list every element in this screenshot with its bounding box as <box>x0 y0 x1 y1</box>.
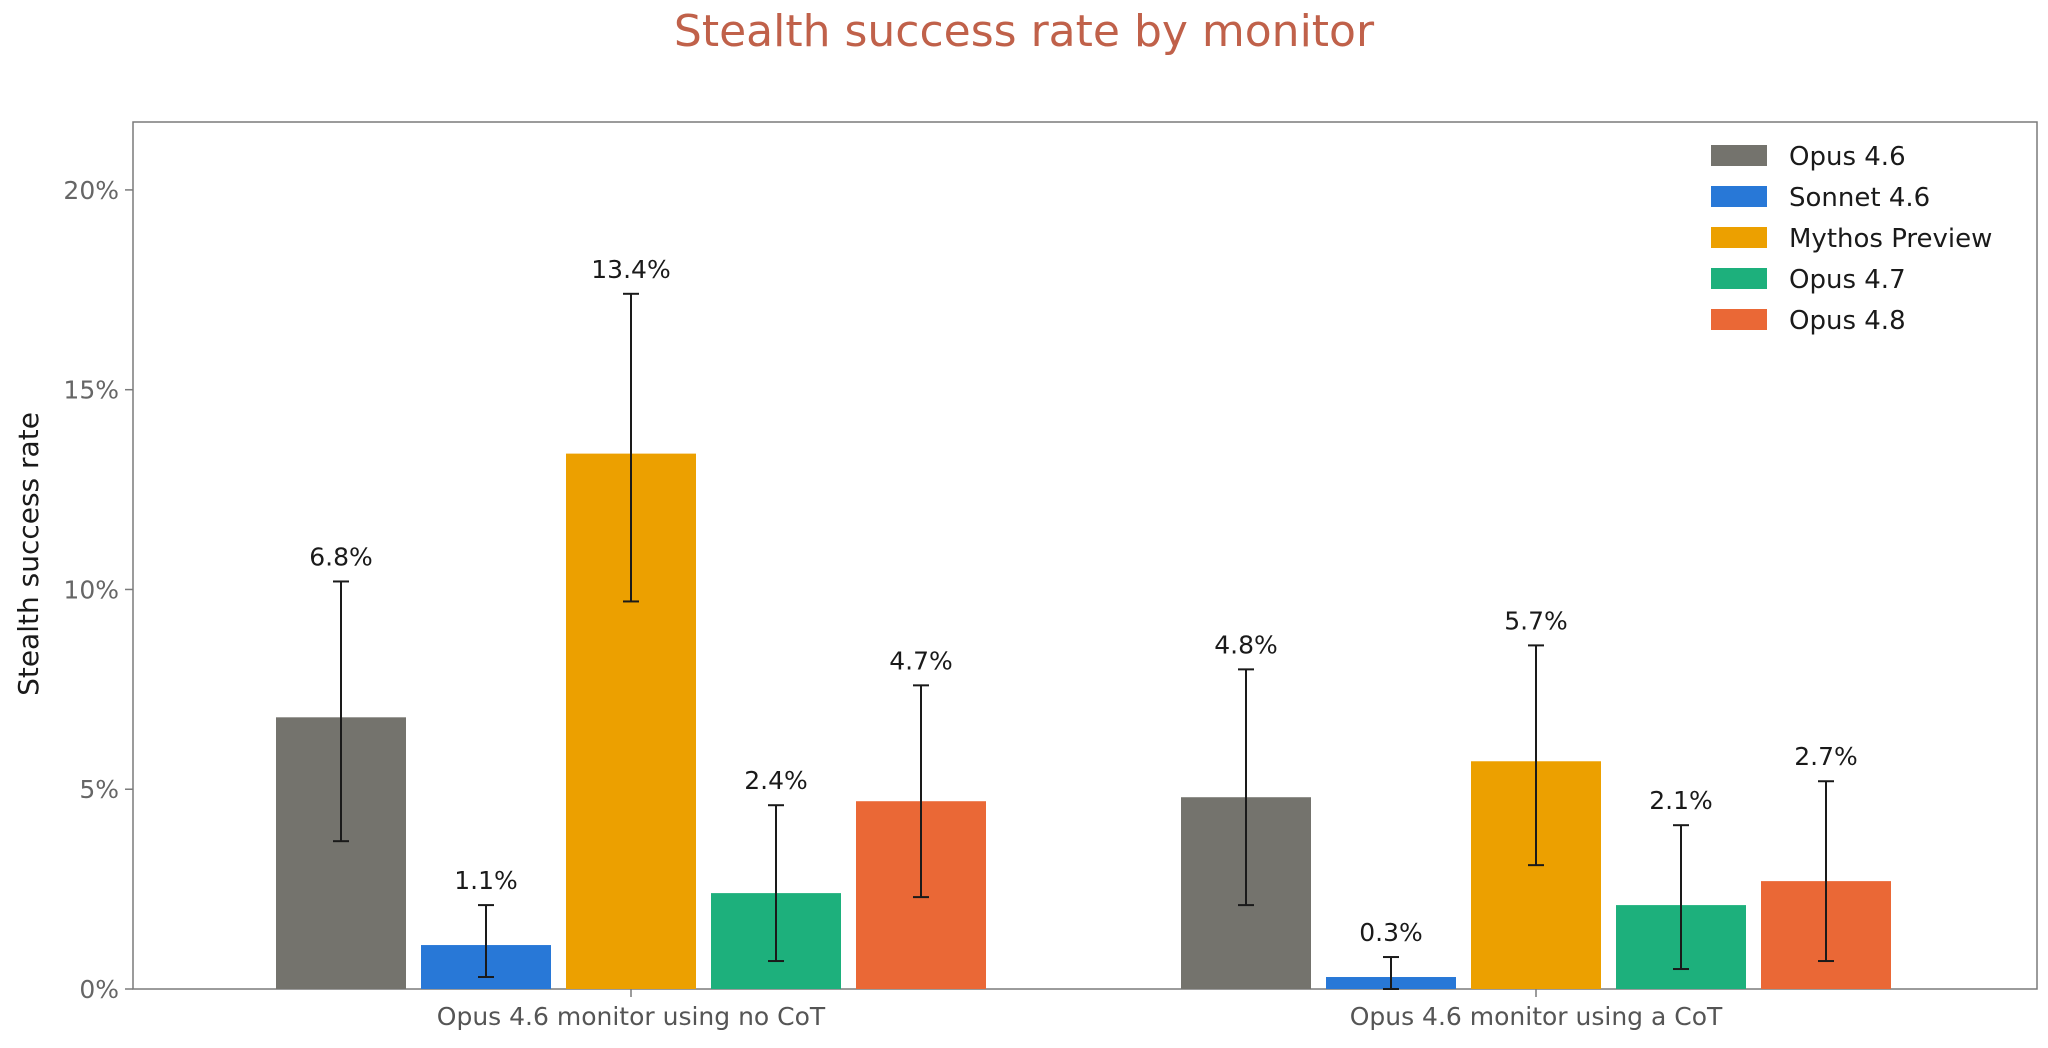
legend-swatch <box>1711 227 1767 248</box>
legend-swatch <box>1711 186 1767 207</box>
data-label: 2.1% <box>1649 786 1713 815</box>
data-label: 4.7% <box>889 646 953 675</box>
y-tick-label: 15% <box>63 376 119 405</box>
data-label: 1.1% <box>454 866 518 895</box>
value-labels-group: 6.8% 1.1% 13.4% 2.4% 4.7% 4.8% 0.3% 5.7% 2.1% 2.7… <box>309 255 1858 947</box>
legend-label: Opus 4.7 <box>1789 265 1906 295</box>
y-axis-label: Stealth success rate <box>12 412 45 696</box>
plot-area <box>132 121 2038 990</box>
error-bars-group <box>333 292 1834 990</box>
legend-label: Mythos Preview <box>1789 224 1992 254</box>
data-label: 6.8% <box>309 542 373 571</box>
plot-frame <box>132 121 2038 990</box>
y-tick-label: 20% <box>63 176 119 205</box>
legend: Opus 4.6 Sonnet 4.6 Mythos Preview Opus 4.7… <box>1711 142 1992 336</box>
bars-group <box>276 453 1891 989</box>
data-label: 5.7% <box>1504 606 1568 635</box>
legend-swatch <box>1711 268 1767 289</box>
legend-swatch <box>1711 309 1767 330</box>
legend-label: Sonnet 4.6 <box>1789 183 1930 213</box>
y-axis: 0% 5% 10% 15% 20% <box>63 176 133 1004</box>
legend-label: Opus 4.8 <box>1789 306 1906 336</box>
x-tick-label: Opus 4.6 monitor using a CoT <box>1350 1002 1723 1031</box>
legend-swatch <box>1711 145 1767 166</box>
legend-label: Opus 4.6 <box>1789 142 1906 172</box>
chart-title: Stealth success rate by monitor <box>673 6 1375 57</box>
data-label: 2.7% <box>1794 742 1858 771</box>
data-label: 2.4% <box>744 766 808 795</box>
data-label: 13.4% <box>591 255 670 284</box>
y-tick-label: 10% <box>63 575 119 604</box>
x-tick-label: Opus 4.6 monitor using no CoT <box>437 1002 826 1031</box>
x-axis: Opus 4.6 monitor using no CoT Opus 4.6 mo… <box>437 989 1723 1031</box>
data-label: 4.8% <box>1214 630 1278 659</box>
y-tick-label: 5% <box>79 775 119 804</box>
data-label: 0.3% <box>1359 918 1423 947</box>
y-tick-label: 0% <box>79 975 119 1004</box>
